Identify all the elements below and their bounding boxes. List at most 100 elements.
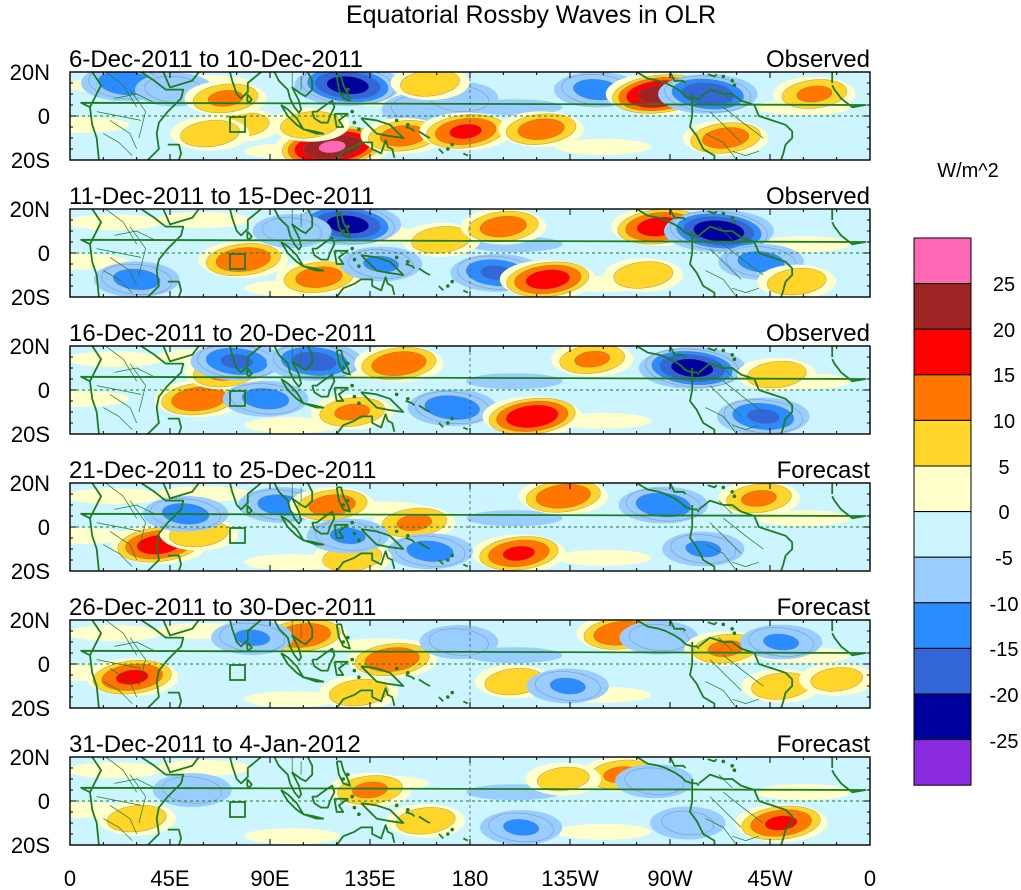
island	[446, 421, 450, 425]
colorbar-box	[913, 283, 972, 330]
coastline	[335, 623, 351, 650]
anomaly-contour	[537, 766, 590, 792]
island	[352, 257, 357, 262]
anomaly-contour	[549, 677, 586, 695]
lat-label-equator: 0	[38, 652, 50, 677]
panel-type-label: Forecast	[777, 731, 871, 758]
lat-label-south: 20S	[11, 285, 50, 310]
coastline	[273, 483, 314, 525]
coastline	[321, 550, 396, 571]
island	[357, 264, 361, 269]
land-boundary	[103, 133, 133, 156]
island	[394, 392, 399, 397]
anomaly-blob	[70, 390, 130, 407]
coastline	[360, 802, 405, 824]
colorbar-label: 5	[998, 457, 1009, 479]
coastline	[80, 221, 867, 246]
coastline	[360, 391, 405, 413]
land-boundary	[105, 209, 137, 245]
coastline	[689, 779, 716, 845]
coastline	[229, 209, 262, 237]
coastline	[689, 642, 716, 708]
coastline	[418, 404, 431, 413]
lat-label-equator: 0	[38, 378, 50, 403]
reference-box	[229, 253, 246, 270]
land-boundary	[129, 637, 146, 687]
colorbar-label: 0	[998, 502, 1009, 524]
coastline	[167, 143, 183, 160]
coastline	[438, 422, 444, 429]
coastline	[303, 402, 325, 409]
anomaly-contour	[517, 118, 565, 140]
island	[350, 383, 355, 388]
anomaly-contour	[318, 140, 346, 154]
land-boundary	[732, 287, 760, 293]
land-boundary	[718, 500, 733, 515]
land-boundary	[723, 106, 764, 139]
coastline	[311, 647, 336, 672]
coastline	[273, 346, 314, 388]
land-boundary	[718, 774, 733, 789]
coastline	[418, 815, 431, 824]
land-boundary	[705, 544, 737, 571]
anomaly-blob	[70, 762, 163, 779]
island	[357, 401, 361, 406]
coastline	[229, 757, 262, 785]
colorbar-label: 20	[993, 320, 1015, 342]
coastline	[405, 674, 416, 681]
coastline	[162, 483, 200, 500]
land-boundary	[723, 380, 764, 413]
coastline	[689, 231, 716, 297]
coastline	[669, 620, 687, 632]
lat-label-north: 20N	[10, 334, 50, 359]
coastline	[80, 495, 867, 520]
land-boundary	[705, 407, 737, 434]
lat-ticks	[69, 345, 871, 435]
colorbar-label: 15	[993, 365, 1015, 387]
colorbar-label: -25	[990, 731, 1019, 753]
island	[350, 794, 355, 799]
coastline	[321, 139, 396, 160]
colorbar-box	[913, 374, 972, 421]
panel-date-label: 16-Dec-2011 to 20-Dec-2011	[69, 320, 376, 347]
anomaly-contour	[371, 351, 427, 376]
island	[341, 640, 346, 644]
anomaly-contour	[429, 628, 489, 656]
coastline	[360, 254, 405, 276]
land-boundary	[732, 698, 760, 704]
island	[732, 83, 737, 87]
anomaly-contour	[796, 85, 833, 103]
island	[730, 627, 734, 631]
anomaly-contour	[113, 268, 161, 291]
island	[730, 353, 734, 357]
lon-label: 45W	[747, 866, 792, 890]
land-boundary	[105, 620, 137, 656]
lon-label: 135E	[344, 866, 395, 890]
coastline	[698, 88, 794, 160]
island	[732, 631, 737, 635]
coastline	[698, 636, 794, 708]
anomaly-contour	[746, 360, 807, 389]
coastline	[707, 347, 718, 352]
island	[346, 224, 350, 229]
land-boundary	[114, 504, 155, 515]
land-boundary	[114, 778, 155, 789]
anomaly-blob	[755, 510, 852, 527]
lat-label-north: 20N	[10, 608, 50, 633]
coastline	[462, 700, 469, 705]
island	[450, 142, 455, 147]
anomaly-blob	[70, 488, 163, 505]
land-boundary	[718, 89, 733, 104]
coastline	[311, 236, 336, 261]
coastline	[303, 265, 325, 272]
coastline	[167, 417, 183, 434]
island	[406, 808, 410, 812]
land-boundary	[709, 111, 742, 143]
coastline	[405, 811, 416, 818]
anomaly-contour	[629, 624, 689, 652]
land-boundary	[732, 424, 760, 430]
reference-box	[229, 664, 246, 681]
island	[406, 123, 410, 127]
coastline	[273, 72, 314, 114]
anomaly-contour	[242, 388, 290, 410]
